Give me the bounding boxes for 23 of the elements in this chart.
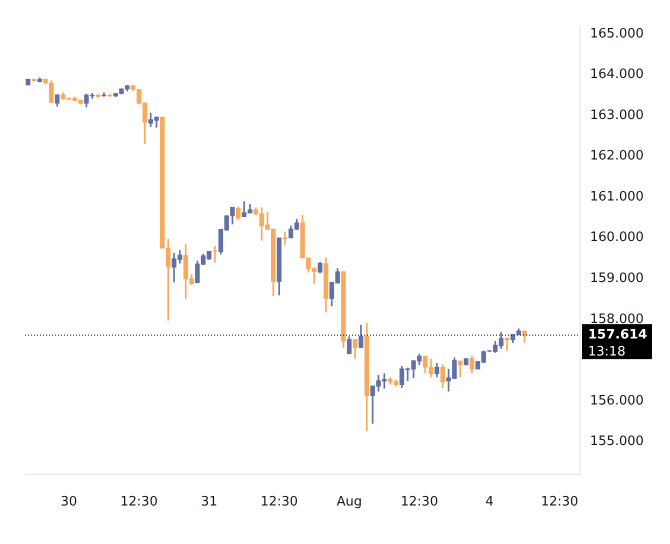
ref-line-label: 157.614 [588, 328, 648, 343]
y-tick-label: 165.000 [590, 26, 644, 42]
y-tick-label: 161.000 [590, 189, 644, 204]
x-tick-label: 31 [200, 494, 218, 510]
candlestick [212, 246, 218, 263]
text: 13:18 [588, 344, 626, 360]
candlestick [282, 231, 288, 245]
y-tick-label: 162.000 [590, 148, 644, 164]
x-tick-label: 12:30 [260, 494, 298, 510]
y-tick-label: 159.000 [590, 271, 644, 286]
x-tick-label: Aug [336, 494, 362, 510]
x-tick-label: 12:30 [120, 494, 158, 510]
candlestick [504, 338, 510, 351]
x-tick-label: 30 [60, 494, 78, 510]
y-tick-label: 155.000 [590, 434, 644, 450]
y-tick-label: 163.000 [590, 108, 644, 123]
y-tick-label: 156.000 [590, 393, 644, 408]
x-tick-label: 4 [485, 494, 494, 510]
y-tick-label: 160.000 [590, 230, 644, 246]
y-tick-label: 158.000 [590, 312, 644, 327]
x-tick-label: 12:30 [540, 494, 578, 510]
y-tick-label: 164.000 [590, 67, 644, 82]
x-tick-label: 12:30 [400, 494, 438, 510]
